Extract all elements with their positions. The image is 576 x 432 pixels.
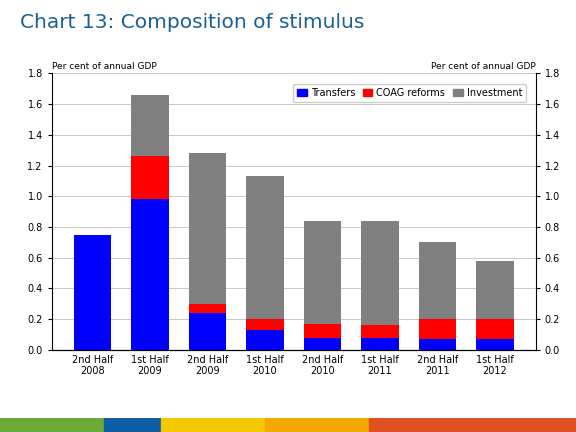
Legend: Transfers, COAG reforms, Investment: Transfers, COAG reforms, Investment bbox=[293, 84, 526, 102]
Bar bbox=[361, 221, 399, 325]
Bar bbox=[369, 418, 472, 432]
Bar bbox=[476, 319, 514, 339]
Bar bbox=[361, 325, 399, 338]
Bar bbox=[131, 156, 169, 200]
Bar bbox=[476, 261, 514, 319]
Bar bbox=[304, 221, 341, 324]
Bar bbox=[419, 319, 456, 339]
Bar bbox=[419, 242, 456, 319]
Bar bbox=[189, 313, 226, 350]
Bar bbox=[131, 95, 169, 156]
Text: Source: Treasury: Source: Treasury bbox=[10, 395, 85, 404]
Text: Per cent of annual GDP: Per cent of annual GDP bbox=[52, 62, 157, 71]
Bar bbox=[361, 338, 399, 350]
Bar bbox=[304, 324, 341, 338]
Bar bbox=[161, 418, 265, 432]
Text: 15: 15 bbox=[552, 395, 566, 405]
Bar bbox=[0, 418, 104, 432]
Bar bbox=[476, 339, 514, 350]
Bar bbox=[131, 200, 169, 350]
Bar bbox=[472, 418, 576, 432]
Text: Chart 13: Composition of stimulus: Chart 13: Composition of stimulus bbox=[20, 13, 365, 32]
Bar bbox=[247, 319, 284, 330]
Text: Per cent of annual GDP: Per cent of annual GDP bbox=[431, 62, 536, 71]
Bar bbox=[247, 176, 284, 319]
Bar bbox=[247, 330, 284, 350]
Bar bbox=[265, 418, 369, 432]
Bar bbox=[189, 153, 226, 304]
Bar bbox=[189, 304, 226, 313]
Bar bbox=[304, 338, 341, 350]
Bar bbox=[104, 418, 161, 432]
Bar bbox=[74, 235, 111, 350]
Bar bbox=[419, 339, 456, 350]
